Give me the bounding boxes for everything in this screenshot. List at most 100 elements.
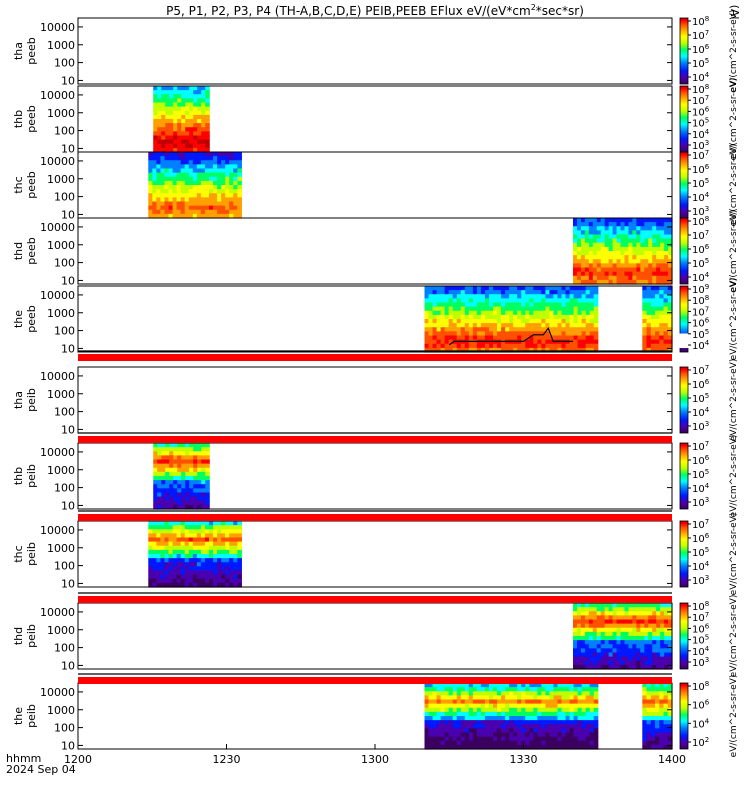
spectrogram-cell <box>652 251 657 256</box>
spectrogram-cell <box>488 716 494 721</box>
spectrogram-cell <box>188 164 194 170</box>
spectrogram-cell <box>177 492 182 498</box>
spectrogram-cell <box>193 86 198 91</box>
spectrogram-cell <box>513 736 518 742</box>
spectrogram-cell <box>668 652 673 658</box>
spectrogram-cell <box>533 699 538 705</box>
spectrogram-cell <box>576 251 582 256</box>
spectrogram-cell <box>480 699 486 705</box>
spectrogram-cell <box>608 656 614 662</box>
spectrogram-cell <box>197 443 202 448</box>
spectrogram-cell <box>549 711 555 717</box>
spectrogram-cell <box>585 335 591 341</box>
spectrogram-cell <box>668 623 673 629</box>
spectrogram-cell <box>608 652 614 658</box>
spectrogram-cell <box>460 703 466 709</box>
spectrogram-cell <box>628 271 633 277</box>
spectrogram-cell <box>456 319 462 324</box>
spectrogram-cell <box>184 521 190 526</box>
spectrogram-cell <box>424 294 430 299</box>
spectrogram-cell <box>217 156 222 161</box>
colorbar-label: 103 <box>692 139 709 152</box>
spectrogram-cell <box>164 160 170 165</box>
spectrogram-cell <box>501 319 506 324</box>
spectrogram-cell <box>596 623 602 629</box>
spectrogram-cell <box>484 335 490 341</box>
y-tick-label: 10000 <box>40 686 75 699</box>
spectrogram-cell <box>573 230 578 236</box>
spectrogram-cell <box>185 443 190 448</box>
spectrogram-cell <box>521 286 526 291</box>
spectrogram-cell <box>488 683 494 688</box>
spectrogram-cell <box>180 529 186 534</box>
spectrogram-cell <box>176 164 182 170</box>
spectrogram-cell <box>432 687 438 692</box>
spectrogram-cell <box>204 554 210 559</box>
spectrogram-cell <box>660 238 665 244</box>
spectrogram-cell <box>593 286 599 291</box>
spectrogram-cell <box>213 197 218 203</box>
spectrogram-cell <box>604 636 610 641</box>
spectrogram-cell <box>668 222 673 227</box>
spectrogram-cell <box>545 286 550 291</box>
spectrogram-cell <box>642 306 648 312</box>
spectrogram-cell <box>468 286 474 291</box>
spectrogram-cell <box>480 323 486 328</box>
spectrogram-cell <box>616 656 622 662</box>
spectrogram-cell <box>636 636 641 641</box>
spectrogram-cell <box>644 259 649 264</box>
spectrogram-cell <box>205 447 210 452</box>
spectrogram-cell <box>656 652 661 658</box>
spectrogram-cell <box>192 554 198 559</box>
spectrogram-cell <box>664 279 669 285</box>
spectrogram-cell <box>642 327 648 332</box>
spectrogram-cell <box>177 467 182 473</box>
spectrogram-cell <box>460 736 466 742</box>
spectrogram-cell <box>468 331 474 337</box>
spectrogram-cell <box>160 176 166 182</box>
spectrogram-cell <box>213 209 218 215</box>
spectrogram-cell <box>488 294 494 299</box>
spectrogram-cell <box>237 176 242 182</box>
spectrogram-cell <box>200 201 206 207</box>
spectrogram-cell <box>600 275 606 281</box>
spectrogram-cell <box>189 102 194 108</box>
spectrogram-cell <box>181 488 186 494</box>
spectrogram-cell <box>646 683 652 688</box>
spectrogram-cell <box>632 222 637 227</box>
spectrogram-cell <box>660 619 665 625</box>
spectrogram-cell <box>648 222 653 227</box>
spectrogram-cell <box>225 172 230 178</box>
spectrogram-cell <box>663 744 669 750</box>
spectrogram-cell <box>628 607 633 612</box>
spectrogram-cell <box>229 554 234 559</box>
spectrogram-cell <box>200 160 206 165</box>
spectrogram-cell <box>580 664 586 670</box>
spectrogram-cell <box>584 255 590 260</box>
spectrogram-cell <box>169 476 174 481</box>
spectrogram-cell <box>165 504 170 510</box>
spectrogram-cell <box>569 323 575 328</box>
spectrogram-cell <box>537 335 542 341</box>
spectrogram-cell <box>620 603 626 608</box>
spectrogram-cell <box>192 197 198 203</box>
spectrogram-cell <box>573 716 579 721</box>
spectrogram-cell <box>213 180 218 186</box>
spectrogram-cell <box>668 648 673 654</box>
spectrogram-cell <box>513 298 518 304</box>
spectrogram-cell <box>444 347 450 353</box>
spectrogram-cell <box>545 331 550 337</box>
spectrogram-cell <box>553 319 559 324</box>
spectrogram-cell <box>529 732 534 738</box>
spectrogram-cell <box>628 267 633 273</box>
spectrogram-cell <box>181 492 186 498</box>
spectrogram-cell <box>549 736 555 742</box>
spectrogram-cell <box>640 644 645 649</box>
spectrogram-cell <box>208 537 214 543</box>
spectrogram-cell <box>225 549 230 555</box>
spectrogram-cell <box>553 699 559 705</box>
spectrogram-cell <box>589 335 595 341</box>
spectrogram-cell <box>521 691 526 696</box>
spectrogram-cell <box>580 218 586 223</box>
spectrogram-cell <box>448 339 454 345</box>
